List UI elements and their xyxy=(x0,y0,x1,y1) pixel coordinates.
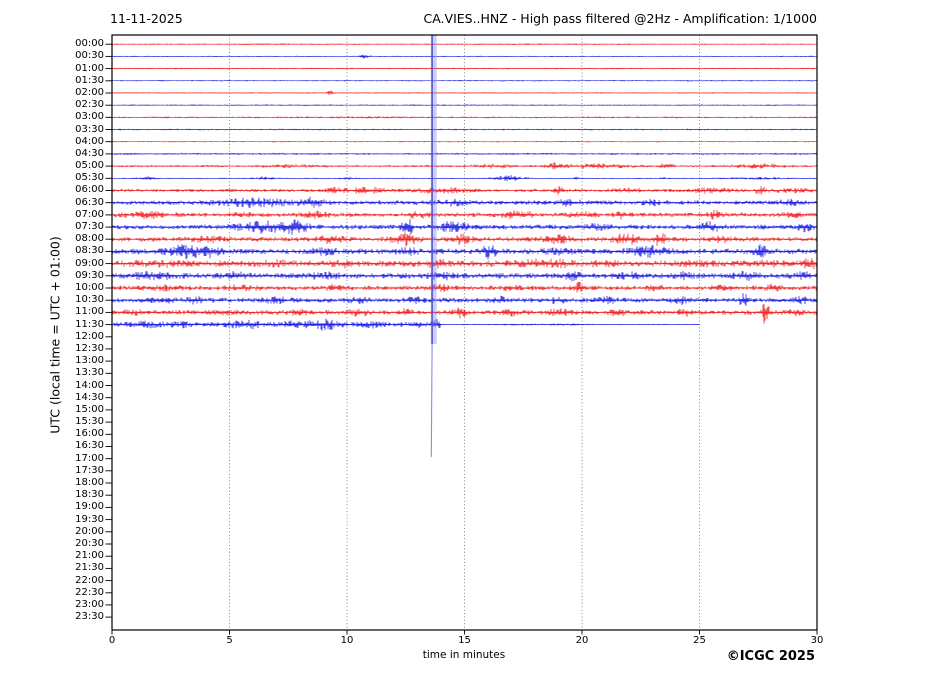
row-label-22:30: 22:30 xyxy=(75,586,104,598)
row-label-23:30: 23:30 xyxy=(75,611,104,623)
row-label-19:30: 19:30 xyxy=(75,513,104,525)
row-label-17:00: 17:00 xyxy=(75,452,104,464)
row-label-04:30: 04:30 xyxy=(75,147,104,159)
row-label-05:30: 05:30 xyxy=(75,172,104,184)
row-label-14:00: 14:00 xyxy=(75,379,104,391)
row-label-11:30: 11:30 xyxy=(75,318,104,330)
row-label-21:00: 21:00 xyxy=(75,550,104,562)
row-label-22:00: 22:00 xyxy=(75,574,104,586)
event-spike-halo xyxy=(430,35,437,344)
row-label-10:30: 10:30 xyxy=(75,294,104,306)
row-label-07:30: 07:30 xyxy=(75,221,104,233)
row-label-00:30: 00:30 xyxy=(75,50,104,62)
x-tick-label-15: 15 xyxy=(458,635,471,646)
row-label-21:30: 21:30 xyxy=(75,562,104,574)
row-label-13:30: 13:30 xyxy=(75,367,104,379)
row-label-23:00: 23:00 xyxy=(75,598,104,610)
row-label-16:00: 16:00 xyxy=(75,428,104,440)
x-tick-label-5: 5 xyxy=(226,635,233,646)
row-label-05:00: 05:00 xyxy=(75,160,104,172)
row-label-18:30: 18:30 xyxy=(75,489,104,501)
x-tick-label-30: 30 xyxy=(810,635,824,646)
x-tick-label-10: 10 xyxy=(340,635,354,646)
event-spike-tail xyxy=(430,343,433,458)
row-label-09:00: 09:00 xyxy=(75,257,104,269)
row-label-15:00: 15:00 xyxy=(75,403,104,415)
row-label-04:00: 04:00 xyxy=(75,135,104,147)
row-label-11:00: 11:00 xyxy=(75,306,104,318)
row-label-01:00: 01:00 xyxy=(75,62,104,74)
row-label-10:00: 10:00 xyxy=(75,282,104,293)
x-tick-label-0: 0 xyxy=(108,635,116,646)
chart-date: 11-11-2025 xyxy=(110,11,183,26)
row-label-08:30: 08:30 xyxy=(75,245,104,257)
row-label-13:00: 13:00 xyxy=(75,355,104,367)
row-label-20:00: 20:00 xyxy=(75,525,104,537)
row-label-20:30: 20:30 xyxy=(75,537,104,549)
row-label-02:30: 02:30 xyxy=(75,99,104,111)
chart-title: CA.VIES..HNZ - High pass filtered @2Hz -… xyxy=(423,11,817,26)
row-label-03:30: 03:30 xyxy=(75,123,104,135)
row-label-00:00: 00:00 xyxy=(75,38,104,50)
row-label-17:30: 17:30 xyxy=(75,464,104,476)
row-label-01:30: 01:30 xyxy=(75,74,104,86)
row-label-06:30: 06:30 xyxy=(75,196,104,208)
row-label-02:00: 02:00 xyxy=(75,86,104,98)
row-label-12:00: 12:00 xyxy=(75,330,104,342)
row-label-18:00: 18:00 xyxy=(75,477,104,489)
row-label-19:00: 19:00 xyxy=(75,501,104,513)
row-label-07:00: 07:00 xyxy=(75,208,104,220)
row-label-08:00: 08:00 xyxy=(75,233,104,245)
x-tick-label-20: 20 xyxy=(575,635,589,646)
trace-11:30 xyxy=(111,318,701,331)
row-label-15:30: 15:30 xyxy=(75,416,104,428)
row-label-03:00: 03:00 xyxy=(75,111,104,123)
row-label-12:30: 12:30 xyxy=(75,342,104,354)
row-label-16:30: 16:30 xyxy=(75,440,104,452)
row-label-09:30: 09:30 xyxy=(75,269,104,281)
x-tick-label-25: 25 xyxy=(693,635,706,646)
row-label-14:30: 14:30 xyxy=(75,391,104,403)
row-label-06:00: 06:00 xyxy=(75,184,104,196)
x-axis-label: time in minutes xyxy=(422,649,506,661)
copyright-credit: ©ICGC 2025 xyxy=(726,649,815,664)
trace-00:30 xyxy=(111,54,818,59)
